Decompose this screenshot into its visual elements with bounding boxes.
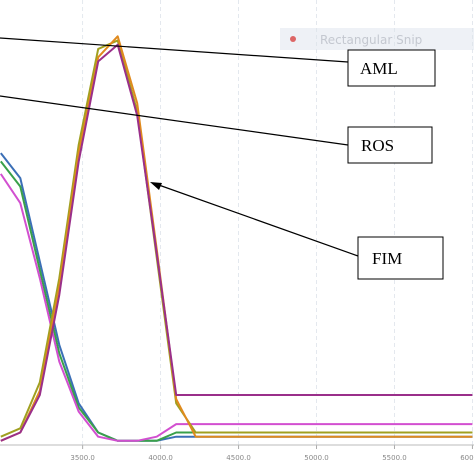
leader-line [155,183,359,257]
x-tick-label: 4500.0 [226,454,251,462]
series-line [0,43,473,442]
arrow-head [150,182,162,190]
x-tick-label: 6000.0 [460,454,474,462]
watermark: Rectangular Snip [320,33,422,47]
series-line [0,39,473,438]
x-tick-label: 3500.0 [70,454,95,462]
leader-line [0,95,349,146]
annotation-layer: AML ROS FIM [0,37,444,280]
annotation: FIM [372,249,402,268]
x-tick-label: 5000.0 [304,454,329,462]
annotation-box [347,126,433,164]
x-tick-label: 5500.0 [382,454,407,462]
annotation: AML [360,59,398,78]
leader-line [0,37,349,63]
watermark-icon [290,36,296,42]
x-tick-label: 4000.0 [148,454,173,462]
plot-area: 3500.0 4000.0 4500.0 5000.0 5500.0 6000.0 [0,0,474,462]
series-line [0,173,473,442]
series-line [0,35,473,442]
annotation: ROS [361,136,394,155]
annotation-box [347,49,436,87]
watermark-box [280,28,474,50]
annotation-box [357,236,444,280]
